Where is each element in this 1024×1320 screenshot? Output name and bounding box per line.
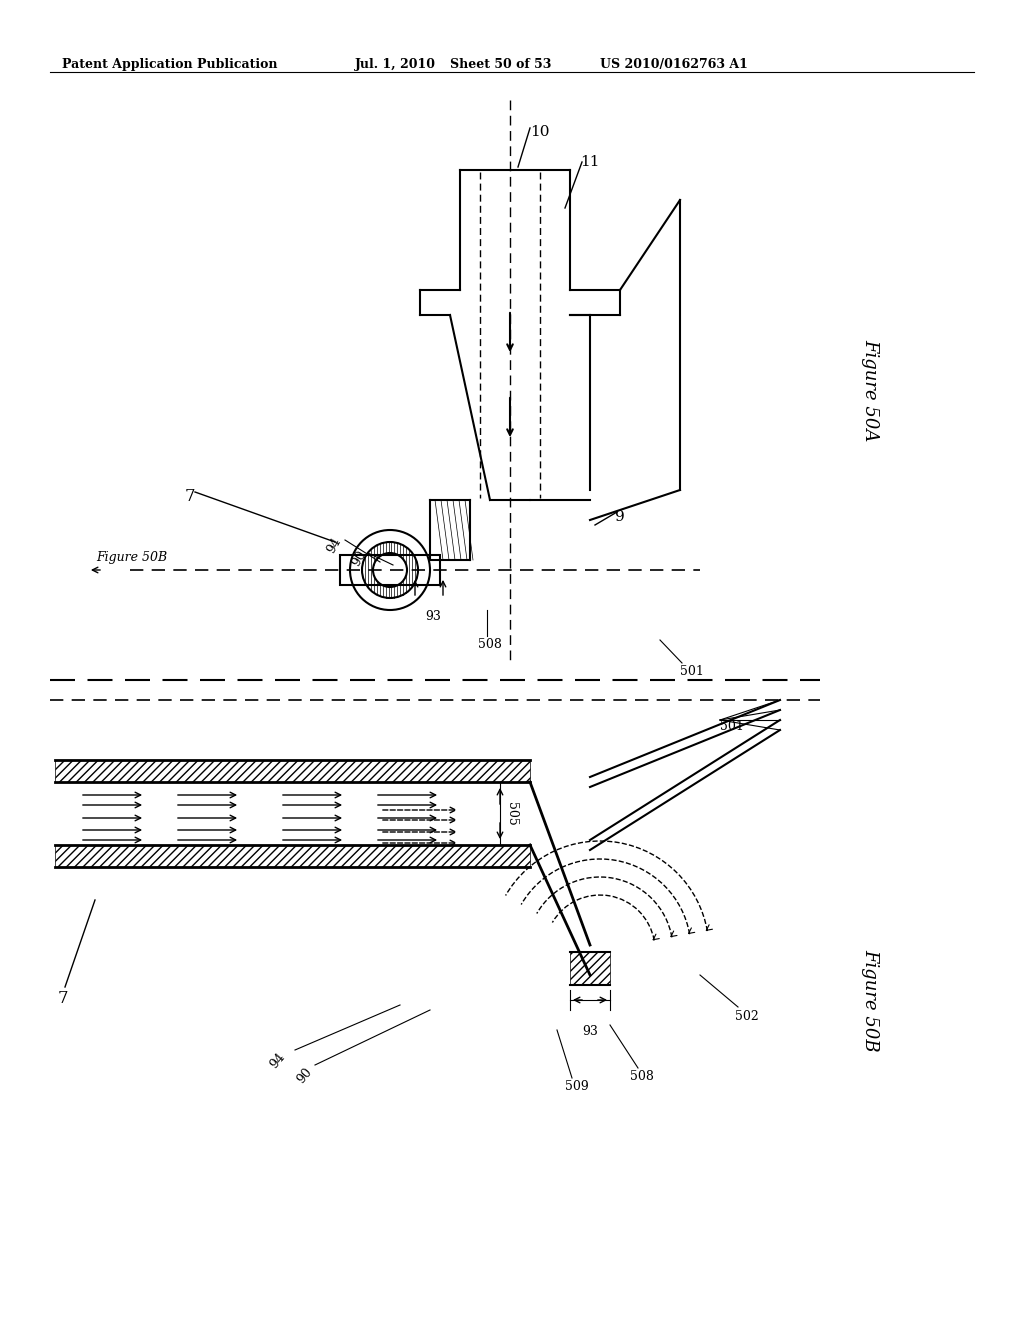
Text: 501: 501 — [720, 719, 743, 733]
Text: Figure 50B: Figure 50B — [861, 949, 879, 1051]
Text: 502: 502 — [735, 1010, 759, 1023]
Text: 90: 90 — [350, 548, 370, 568]
Text: Sheet 50 of 53: Sheet 50 of 53 — [450, 58, 551, 71]
Text: 90: 90 — [295, 1065, 315, 1085]
Text: 9: 9 — [615, 510, 625, 524]
Text: 94: 94 — [325, 535, 344, 556]
Text: 11: 11 — [580, 154, 599, 169]
Text: 93: 93 — [425, 610, 441, 623]
Text: 508: 508 — [478, 638, 502, 651]
Text: 505: 505 — [505, 801, 518, 825]
Text: 501: 501 — [680, 665, 703, 678]
Text: 10: 10 — [530, 125, 550, 139]
Text: 94: 94 — [268, 1049, 288, 1071]
Text: Figure 50A: Figure 50A — [861, 339, 879, 441]
Text: 7: 7 — [185, 488, 196, 506]
Text: Patent Application Publication: Patent Application Publication — [62, 58, 278, 71]
Text: Jul. 1, 2010: Jul. 1, 2010 — [355, 58, 436, 71]
Text: 509: 509 — [565, 1080, 589, 1093]
Text: US 2010/0162763 A1: US 2010/0162763 A1 — [600, 58, 748, 71]
Text: Figure 50B: Figure 50B — [96, 550, 167, 564]
Text: 7: 7 — [58, 990, 69, 1007]
Text: 93: 93 — [582, 1026, 598, 1038]
Text: 508: 508 — [630, 1071, 654, 1082]
